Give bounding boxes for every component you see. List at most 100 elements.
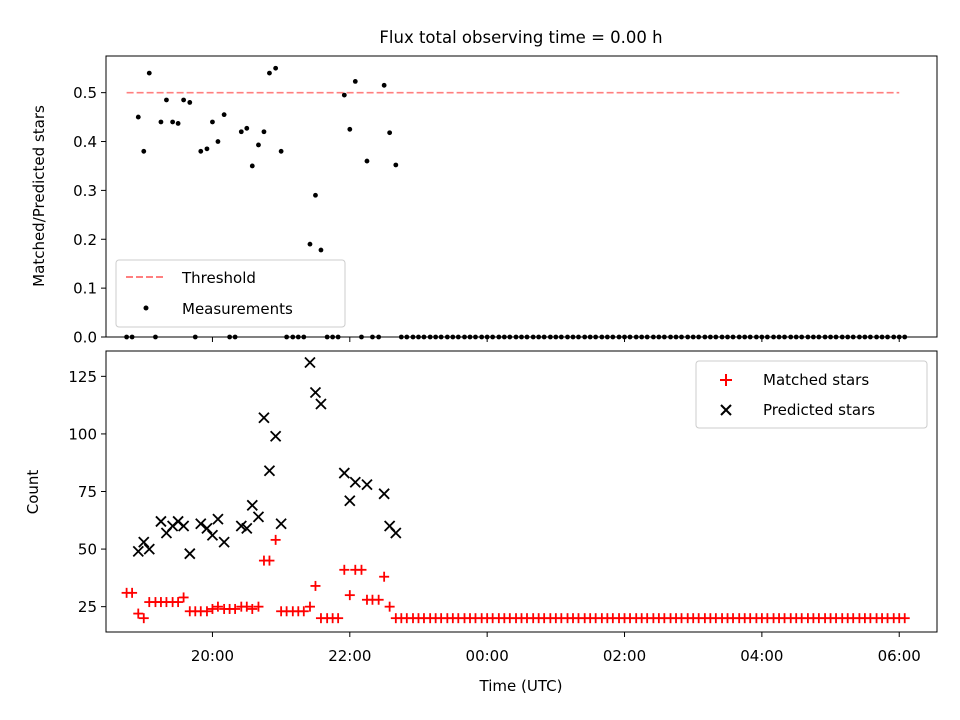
predicted-star-point (304, 356, 316, 369)
x-tick-label: 06:00 (878, 647, 921, 665)
predicted-star-point (241, 522, 253, 534)
measurement-point (187, 100, 193, 105)
matched-star-point (212, 601, 223, 612)
bottom-panel: 25 50 75 100 125 20:00 22:00 00:00 02:00 04:00 06… (24, 350, 938, 695)
measurement-point (215, 139, 221, 144)
matched-legend-label: Matched stars (763, 371, 869, 389)
y-tick-label: 100 (68, 425, 97, 443)
x-tick-label: 22:00 (328, 647, 371, 665)
y-tick-label: 0.1 (73, 280, 97, 298)
predicted-star-point (206, 529, 219, 541)
matched-star-point (201, 606, 212, 617)
measurements-legend-label: Measurements (182, 300, 293, 318)
measurement-point (249, 163, 255, 169)
matched-star-point (127, 587, 138, 598)
matched-star-point (310, 580, 321, 591)
y-tick-label: 0.3 (73, 182, 97, 200)
x-tick-label: 02:00 (603, 647, 646, 665)
predicted-star-point (155, 515, 167, 528)
predicted-star-point (258, 412, 270, 424)
x-tick-label: 20:00 (191, 647, 234, 665)
measurement-point (313, 192, 318, 198)
bottom-legend-box (695, 360, 928, 429)
matched-star-point (241, 601, 252, 612)
top-legend: Threshold Measurements (115, 259, 346, 328)
matched-legend-swatch (720, 374, 732, 386)
top-plot-frame (105, 55, 938, 338)
predicted-star-point (218, 536, 230, 548)
measurement-point (278, 148, 284, 154)
measurement-point (204, 146, 210, 152)
predicted-star-point (138, 536, 150, 548)
y-tick-label: 0.0 (73, 329, 97, 347)
predicted-star-point (195, 518, 207, 530)
measurement-point (164, 97, 169, 103)
measurement-point (387, 130, 393, 136)
bottom-legend: Matched stars Predicted stars (695, 360, 928, 429)
predicted-legend-label: Predicted stars (763, 401, 875, 419)
measurement-point (158, 119, 164, 125)
predicted-star-point (269, 430, 282, 442)
predicted-star-point (246, 499, 258, 511)
measurement-point (364, 158, 370, 164)
predicted-star-point (132, 545, 144, 558)
predicted-star-point (201, 522, 213, 534)
matched-star-point (270, 534, 281, 545)
measurement-point (198, 148, 204, 154)
y-tick-label: 0.2 (73, 231, 97, 249)
matched-star-point (207, 603, 218, 614)
measurement-point (256, 142, 261, 148)
y-tick-label: 0.4 (73, 133, 97, 151)
matched-star-point (339, 564, 350, 575)
matched-star-point (899, 613, 910, 624)
measurement-point (170, 119, 176, 125)
measurement-point (273, 65, 279, 71)
measurements-legend-swatch (143, 305, 149, 311)
matched-star-point (384, 601, 395, 612)
predicted-star-point (361, 478, 373, 491)
matched-star-point (264, 555, 275, 566)
matched-star-point (373, 594, 384, 605)
predicted-legend-swatch (720, 404, 732, 416)
measurement-point (135, 114, 141, 120)
measurement-point (210, 119, 215, 125)
measurement-point (181, 97, 187, 103)
bottom-marks (121, 356, 910, 624)
measurement-point (221, 112, 227, 118)
chart-title: Flux total observing time = 0.00 h (379, 28, 662, 47)
predicted-star-point (338, 467, 350, 479)
measurement-point (175, 121, 181, 126)
measurement-point (347, 126, 353, 132)
predicted-star-point (349, 476, 361, 488)
predicted-star-point (378, 488, 390, 500)
matched-star-point (333, 613, 344, 624)
measurement-point (318, 247, 324, 253)
top-y-ticks: 0.0 0.1 0.2 0.3 0.4 0.5 (73, 84, 106, 347)
predicted-star-point (184, 548, 196, 560)
predicted-star-point (315, 398, 327, 410)
measurement-point (261, 129, 267, 135)
predicted-star-point (252, 511, 265, 523)
predicted-star-point (263, 465, 276, 477)
measurement-point (352, 79, 358, 84)
y-tick-label: 75 (78, 483, 97, 501)
measurement-point (238, 129, 244, 135)
predicted-star-point (275, 518, 287, 530)
y-tick-label: 25 (78, 598, 97, 616)
matched-star-point (133, 608, 144, 619)
bottom-y-ticks: 25 50 75 100 125 (68, 368, 106, 616)
y-tick-label: 125 (68, 368, 97, 386)
measurement-point (381, 82, 387, 88)
predicted-star-point (212, 513, 224, 525)
matched-star-point (304, 601, 315, 612)
x-tick-label: 04:00 (740, 647, 783, 665)
top-panel: 0.0 0.1 0.2 0.3 0.4 0.5 Matched/Predicted sta… (30, 55, 938, 347)
top-legend-box (115, 259, 346, 328)
predicted-star-point (390, 527, 402, 539)
bottom-x-ticks: 20:00 22:00 00:00 02:00 04:00 06:00 (191, 632, 921, 665)
measurement-point (141, 148, 147, 154)
bottom-y-axis-label: Count (24, 470, 42, 515)
matched-star-point (298, 606, 309, 617)
threshold-legend-label: Threshold (181, 269, 256, 287)
